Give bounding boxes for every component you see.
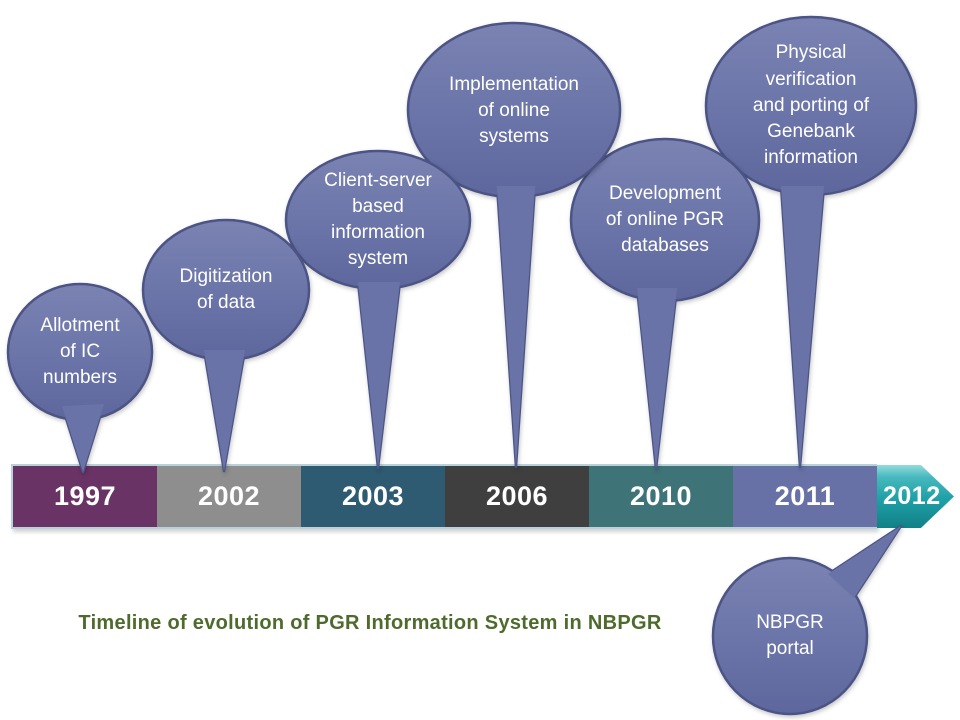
balloon-line: portal [766, 638, 814, 659]
balloon-line: Client-server [324, 169, 432, 191]
balloon-shape-client-server-system [284, 149, 472, 470]
timeline-segment-1997: 1997 [13, 466, 157, 527]
balloon-label-development-databases: Development of online PGR databases [555, 167, 775, 273]
balloon-line: Implementation [449, 73, 579, 95]
balloon-line: information [331, 222, 425, 243]
timeline-segment-2011: 2011 [733, 466, 877, 527]
balloon-line: verification [765, 68, 857, 90]
balloon-shape-nbpgr-portal [711, 524, 903, 716]
balloon-label-nbpgr-portal: NBPGR portal [715, 594, 865, 678]
balloon-line: Physical [775, 42, 847, 64]
balloon-line: system [347, 248, 409, 270]
year-label: 2002 [197, 481, 261, 511]
year-label: 2012 [883, 482, 941, 510]
balloon-shape-implementation-online [406, 21, 622, 469]
balloon-line: Digitization [179, 265, 273, 287]
year-label: 2003 [341, 481, 405, 511]
balloon-line: databases [621, 235, 709, 257]
balloon-line: and porting of [752, 94, 870, 116]
balloon-line: systems [479, 126, 549, 148]
year-label: 2011 [774, 481, 836, 511]
balloon-label-implementation-online: Implementation of online systems [404, 58, 624, 164]
slide-caption: Timeline of evolution of PGR Information… [78, 612, 662, 634]
balloon-line: NBPGR [756, 611, 824, 633]
balloon-line: based [352, 195, 404, 217]
balloon-shape-allotment-of-ic-numbers [6, 282, 154, 474]
balloon-label-physical-verification: Physical verification and porting of Gen… [706, 28, 916, 184]
balloon-shape-digitization-of-data [141, 218, 311, 473]
timeline-bar: 1997 2002 2003 2006 2010 2011 [11, 464, 877, 529]
balloon-line: of IC [59, 340, 101, 362]
timeline-segment-2002: 2002 [157, 466, 301, 527]
timeline-segment-2003: 2003 [301, 466, 445, 527]
balloon-line: of data [196, 292, 256, 313]
balloon-label-client-server-system: Client-server based information system [278, 158, 478, 282]
balloon-shape-development-databases [569, 137, 761, 471]
balloon-line: information [764, 147, 858, 169]
balloon-shape-physical-verification [704, 15, 918, 469]
balloon-line: numbers [43, 367, 117, 389]
year-label: 1997 [53, 481, 117, 511]
year-label: 2010 [629, 481, 693, 511]
year-label: 2006 [485, 481, 549, 511]
balloon-line: of online [478, 99, 550, 121]
timeline-segment-2006: 2006 [445, 466, 589, 527]
timeline-segment-2010: 2010 [589, 466, 733, 527]
balloon-label-digitization-of-data: Digitization of data [146, 248, 306, 332]
balloon-line: Genebank [767, 121, 855, 143]
balloon-line: Development [609, 182, 721, 204]
balloon-line: Allotment [40, 314, 120, 336]
balloon-line: of online PGR [605, 208, 725, 230]
balloon-label-allotment-of-ic-numbers: Allotment of IC numbers [5, 295, 155, 409]
